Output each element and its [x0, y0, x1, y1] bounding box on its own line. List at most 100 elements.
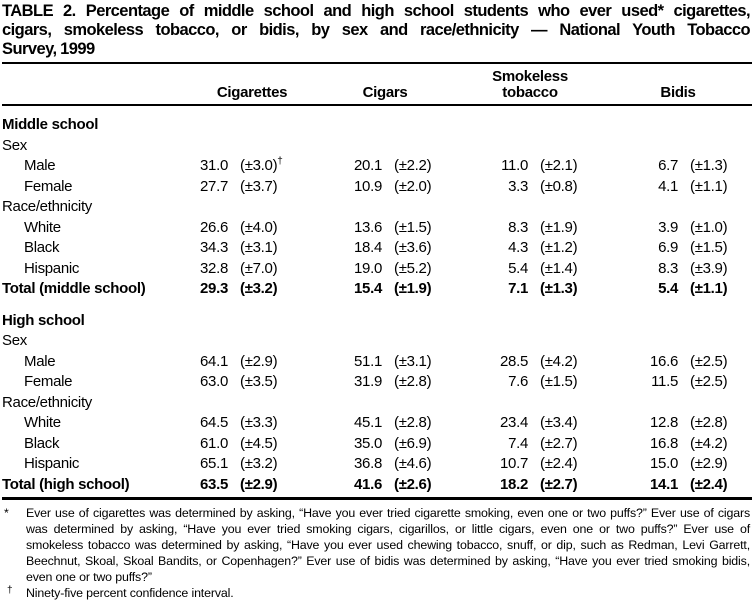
ci-cell: (±1.1) — [690, 280, 728, 297]
ci-cell: (±2.7) — [528, 474, 603, 500]
ci-cell: (±2.9) — [240, 352, 278, 370]
ci-cell: (±2.4) — [678, 474, 752, 500]
ci-cell: (±2.8) — [690, 414, 728, 431]
value-cell: 64.5 — [200, 414, 228, 431]
ci-cell: (±1.5) — [540, 373, 578, 390]
ci-cell — [228, 393, 312, 414]
ci-cell — [678, 105, 752, 136]
value-cell — [602, 197, 678, 218]
ci-cell: (±2.5) — [690, 373, 728, 390]
row-label: Race/ethnicity — [2, 393, 93, 411]
table-row: High school — [2, 300, 752, 332]
row-label: Female — [24, 373, 73, 390]
ci-cell: (±2.7) — [540, 434, 578, 452]
value-cell — [312, 136, 382, 157]
value-cell: 15.0 — [650, 455, 679, 472]
ci-cell — [382, 197, 458, 218]
ci-cell: (±4.0) — [240, 218, 278, 236]
ci-cell — [678, 136, 752, 157]
ci-cell — [382, 105, 458, 136]
row-label: White — [24, 414, 61, 431]
table-row: White 26.6 (±4.0) 13.6 (±1.5) 8.3 (±1.9) 3.9 (±1… — [2, 218, 752, 239]
table-row: Total (middle school) 29.3 (±3.2) 15.4 (±1.9… — [2, 279, 752, 300]
value-cell — [312, 331, 382, 352]
ci-cell: (±2.8) — [394, 373, 432, 390]
value-cell — [192, 197, 228, 218]
value-cell: 18.2 — [458, 474, 528, 500]
value-cell: 27.7 — [200, 177, 228, 195]
value-cell: 31.9 — [354, 373, 382, 390]
value-cell: 13.6 — [354, 218, 382, 236]
value-cell: 5.4 — [658, 280, 679, 297]
table-row: Male 64.1 (±2.9) 51.1 (±3.1) 28.5 (±4.2) 16.6 (±… — [2, 352, 752, 373]
value-cell — [192, 300, 228, 332]
value-cell: 35.0 — [354, 434, 382, 452]
value-cell: 15.4 — [354, 280, 382, 297]
value-cell — [602, 393, 678, 414]
ci-cell: (±3.9) — [690, 259, 728, 277]
table-row: Hispanic 32.8 (±7.0) 19.0 (±5.2) 5.4 (±1.4) 8.3… — [2, 259, 752, 280]
value-cell: 29.3 — [200, 280, 228, 297]
value-cell: 63.0 — [200, 373, 228, 390]
column-header-cigarettes: Cigarettes — [192, 62, 312, 106]
ci-cell: (±7.0) — [240, 259, 278, 277]
value-cell: 4.3 — [508, 239, 529, 256]
ci-cell: (±4.2) — [690, 434, 728, 452]
dagger-footnote-marker: † — [7, 585, 13, 596]
ci-cell — [678, 300, 752, 332]
table-row: Race/ethnicity — [2, 197, 752, 218]
ci-cell: (±3.5) — [240, 373, 278, 390]
value-cell — [602, 105, 678, 136]
footnotes: * Ever use of cigarettes was determined … — [2, 505, 750, 601]
ci-cell: (±1.3) — [540, 280, 578, 297]
table-body: Middle school Sex Male 31.0 (±3.0)† 20.1 (±2.2… — [2, 105, 752, 500]
value-cell: 32.8 — [200, 259, 228, 277]
ci-cell — [228, 300, 312, 332]
value-cell: 3.3 — [508, 177, 529, 195]
ci-cell: (±2.5) — [690, 352, 728, 370]
row-label: Middle school — [2, 116, 99, 133]
ci-cell: (±2.9) — [228, 474, 312, 500]
table-row: White 64.5 (±3.3) 45.1 (±2.8) 23.4 (±3.4) 12.8 (… — [2, 413, 752, 434]
footnote-asterisk: * Ever use of cigarettes was determined … — [2, 505, 750, 585]
value-cell — [458, 197, 528, 218]
ci-cell: (±4.2) — [540, 352, 578, 370]
ci-cell: (±1.3) — [690, 157, 728, 174]
table-title-line-1: TABLE 2. Percentage of middle school and… — [2, 2, 751, 20]
table-row: Female 63.0 (±3.5) 31.9 (±2.8) 7.6 (±1.5) 11.5 (… — [2, 372, 752, 393]
table-row: Female 27.7 (±3.7) 10.9 (±2.0) 3.3 (±0.8) 4.1 (±… — [2, 177, 752, 198]
row-label: White — [24, 218, 61, 236]
value-cell — [312, 393, 382, 414]
value-cell: 8.3 — [658, 259, 679, 277]
ci-cell: (±2.4) — [540, 455, 578, 472]
table-row: Sex — [2, 331, 752, 352]
ci-cell — [528, 136, 602, 157]
value-cell: 12.8 — [650, 414, 679, 431]
ci-cell — [382, 300, 458, 332]
ci-cell — [528, 105, 602, 136]
row-label: Sex — [2, 332, 27, 349]
row-label: Female — [24, 177, 73, 195]
ci-cell: (±2.6) — [382, 474, 459, 500]
value-cell: 4.1 — [658, 177, 679, 195]
value-cell: 63.5 — [192, 474, 228, 500]
footnote-text: Ninety-five percent confidence interval. — [26, 586, 234, 600]
row-label: High school — [2, 311, 85, 329]
value-cell — [602, 300, 678, 332]
table-row: Black 61.0 (±4.5) 35.0 (±6.9) 7.4 (±2.7) 16.8 (±… — [2, 434, 752, 455]
row-label-header — [2, 62, 192, 106]
row-label: Sex — [2, 136, 27, 154]
value-cell: 20.1 — [354, 157, 382, 174]
ci-cell: (±3.6) — [394, 239, 432, 256]
value-cell: 31.0 — [200, 157, 228, 174]
row-label: Total (high school) — [2, 474, 192, 500]
ci-cell — [228, 197, 312, 218]
value-cell — [458, 331, 528, 352]
value-cell: 64.1 — [200, 352, 228, 370]
value-cell: 5.4 — [508, 259, 529, 277]
ci-cell: (±3.2) — [240, 455, 278, 472]
value-cell: 61.0 — [200, 434, 228, 452]
table-row: Middle school — [2, 105, 752, 136]
row-label: Black — [24, 239, 60, 256]
